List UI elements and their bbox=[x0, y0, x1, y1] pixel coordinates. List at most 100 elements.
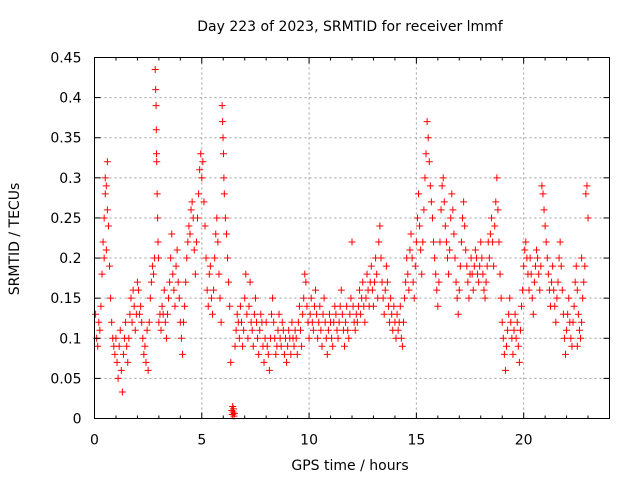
data-point bbox=[303, 302, 311, 310]
data-point bbox=[369, 302, 377, 310]
data-point bbox=[190, 246, 198, 254]
data-point bbox=[343, 302, 351, 310]
data-point bbox=[478, 254, 486, 262]
data-point bbox=[501, 366, 509, 374]
data-point bbox=[147, 278, 155, 286]
data-point bbox=[509, 350, 517, 358]
data-point bbox=[382, 262, 390, 270]
data-point bbox=[103, 158, 111, 166]
y-tick-label: 0.45 bbox=[50, 51, 81, 67]
data-point bbox=[141, 342, 149, 350]
y-tick-label: 0.05 bbox=[50, 371, 81, 387]
data-point bbox=[583, 182, 591, 190]
data-point bbox=[96, 326, 104, 334]
data-point bbox=[357, 310, 365, 318]
data-point bbox=[136, 310, 144, 318]
data-point bbox=[333, 326, 341, 334]
data-point bbox=[441, 222, 449, 230]
data-point bbox=[373, 270, 381, 278]
data-point bbox=[309, 326, 317, 334]
data-point bbox=[379, 294, 387, 302]
data-point bbox=[255, 350, 263, 358]
data-point bbox=[336, 302, 344, 310]
data-point bbox=[235, 334, 243, 342]
data-point bbox=[287, 350, 295, 358]
data-point bbox=[98, 270, 106, 278]
data-point bbox=[348, 238, 356, 246]
data-point bbox=[263, 342, 271, 350]
data-point bbox=[99, 238, 107, 246]
data-point bbox=[226, 302, 234, 310]
data-point bbox=[170, 286, 178, 294]
data-point bbox=[475, 278, 483, 286]
data-point bbox=[117, 366, 125, 374]
data-point bbox=[520, 262, 528, 270]
data-point bbox=[152, 86, 160, 94]
data-point bbox=[243, 310, 251, 318]
data-point bbox=[347, 294, 355, 302]
data-point bbox=[241, 294, 249, 302]
data-point bbox=[419, 238, 427, 246]
data-point bbox=[103, 206, 111, 214]
data-point bbox=[492, 198, 500, 206]
data-point bbox=[144, 366, 152, 374]
data-point bbox=[172, 262, 180, 270]
data-point bbox=[230, 405, 238, 413]
data-point bbox=[426, 182, 434, 190]
data-point bbox=[521, 246, 529, 254]
data-point bbox=[432, 270, 440, 278]
data-point bbox=[494, 206, 502, 214]
data-point bbox=[319, 310, 327, 318]
data-point bbox=[397, 334, 405, 342]
data-point bbox=[393, 310, 401, 318]
data-point bbox=[257, 310, 265, 318]
data-point bbox=[556, 238, 564, 246]
data-point bbox=[337, 286, 345, 294]
data-point bbox=[487, 214, 495, 222]
data-point bbox=[123, 342, 131, 350]
data-point bbox=[345, 334, 353, 342]
data-point bbox=[192, 238, 200, 246]
data-point bbox=[104, 222, 112, 230]
data-point bbox=[551, 302, 559, 310]
data-point bbox=[396, 302, 404, 310]
data-point bbox=[240, 326, 248, 334]
data-point bbox=[127, 294, 135, 302]
data-point bbox=[526, 254, 534, 262]
data-point bbox=[489, 238, 497, 246]
data-point bbox=[275, 310, 283, 318]
data-point bbox=[219, 118, 227, 126]
data-point bbox=[530, 278, 538, 286]
data-point bbox=[320, 294, 328, 302]
data-point bbox=[249, 342, 257, 350]
data-point bbox=[233, 310, 241, 318]
data-point bbox=[577, 334, 585, 342]
data-point bbox=[387, 294, 395, 302]
x-tick-label: 10 bbox=[300, 433, 318, 449]
data-point bbox=[277, 342, 285, 350]
data-point bbox=[554, 278, 562, 286]
data-point bbox=[424, 134, 432, 142]
data-point bbox=[538, 182, 546, 190]
data-point bbox=[161, 318, 169, 326]
data-point bbox=[217, 318, 225, 326]
data-point bbox=[225, 278, 233, 286]
y-axis-label: SRMTID / TECUs bbox=[7, 183, 23, 296]
data-point bbox=[423, 118, 431, 126]
data-point bbox=[166, 278, 174, 286]
data-point bbox=[221, 214, 229, 222]
data-point bbox=[440, 198, 448, 206]
data-point bbox=[507, 318, 515, 326]
data-point bbox=[539, 190, 547, 198]
data-point bbox=[285, 326, 293, 334]
x-tick-label: 0 bbox=[90, 433, 99, 449]
data-point bbox=[288, 318, 296, 326]
data-point bbox=[332, 310, 340, 318]
data-point bbox=[148, 262, 156, 270]
data-point bbox=[206, 262, 214, 270]
data-point bbox=[152, 102, 160, 110]
data-point bbox=[202, 254, 210, 262]
data-point bbox=[242, 270, 250, 278]
data-point bbox=[140, 350, 148, 358]
data-point bbox=[443, 254, 451, 262]
